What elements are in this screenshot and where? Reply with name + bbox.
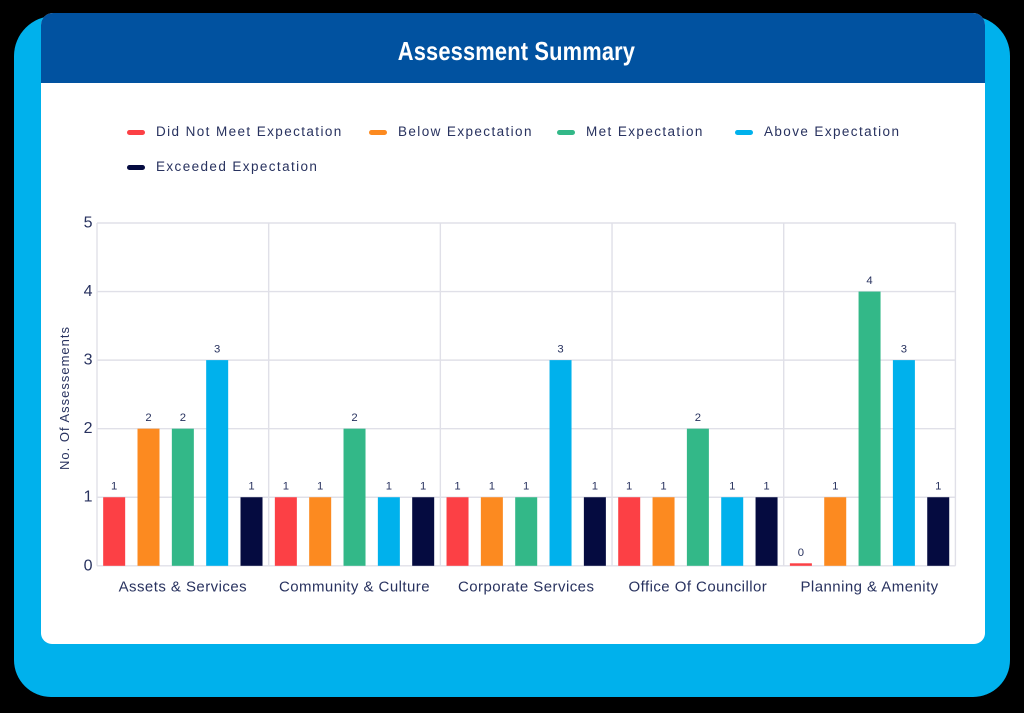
svg-text:1: 1 (283, 481, 289, 493)
svg-text:0: 0 (84, 557, 93, 574)
svg-text:Assets & Services: Assets & Services (119, 579, 248, 596)
svg-text:2: 2 (351, 412, 357, 424)
svg-text:1: 1 (592, 481, 598, 493)
svg-text:1: 1 (523, 481, 529, 493)
svg-text:4: 4 (866, 275, 872, 287)
svg-text:2: 2 (695, 412, 701, 424)
svg-text:1: 1 (420, 481, 426, 493)
svg-text:1: 1 (454, 481, 460, 493)
svg-text:3: 3 (901, 344, 907, 356)
svg-text:No. Of Assessements: No. Of Assessements (57, 326, 72, 470)
svg-text:1: 1 (111, 481, 117, 493)
svg-text:3: 3 (557, 344, 563, 356)
svg-text:Office Of Councillor: Office Of Councillor (628, 579, 767, 596)
svg-text:1: 1 (660, 481, 666, 493)
svg-text:4: 4 (84, 283, 93, 300)
svg-text:1: 1 (935, 481, 941, 493)
svg-text:1: 1 (317, 481, 323, 493)
svg-text:0: 0 (798, 547, 804, 559)
svg-text:2: 2 (180, 412, 186, 424)
svg-text:3: 3 (84, 352, 93, 369)
svg-text:5: 5 (84, 215, 93, 232)
svg-text:Planning & Amenity: Planning & Amenity (800, 579, 938, 596)
svg-text:Community & Culture: Community & Culture (279, 579, 430, 596)
svg-text:1: 1 (248, 481, 254, 493)
svg-text:1: 1 (626, 481, 632, 493)
svg-text:2: 2 (84, 420, 93, 437)
svg-text:1: 1 (386, 481, 392, 493)
svg-text:Corporate Services: Corporate Services (458, 579, 595, 596)
svg-text:1: 1 (489, 481, 495, 493)
svg-text:2: 2 (145, 412, 151, 424)
svg-text:1: 1 (84, 489, 93, 506)
svg-text:1: 1 (832, 481, 838, 493)
svg-text:1: 1 (729, 481, 735, 493)
svg-text:3: 3 (214, 344, 220, 356)
svg-text:1: 1 (763, 481, 769, 493)
